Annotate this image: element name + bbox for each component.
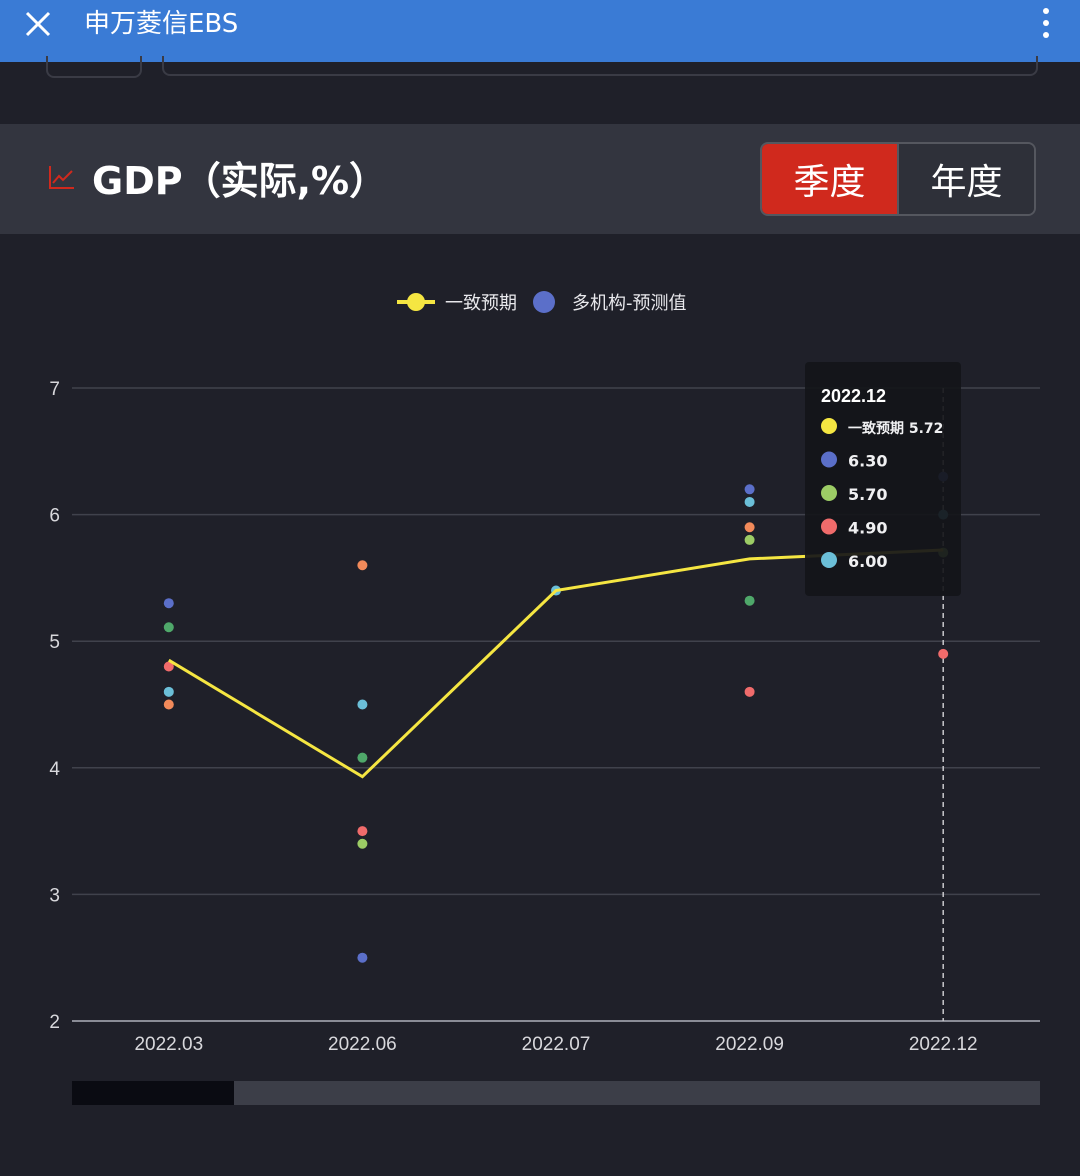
scatter-point bbox=[357, 826, 368, 837]
y-tick-label: 6 bbox=[49, 506, 60, 527]
scatter-point bbox=[744, 496, 755, 507]
y-tick-label: 5 bbox=[49, 632, 60, 653]
scatter-point bbox=[357, 952, 368, 963]
tooltip-title: 2022.12 bbox=[821, 386, 886, 406]
x-tick-label: 2022.07 bbox=[522, 1034, 591, 1055]
scatter-point bbox=[744, 686, 755, 697]
y-tick-label: 2 bbox=[49, 1012, 60, 1033]
app-title: 申万菱信EBS bbox=[84, 9, 239, 39]
y-tick-label: 3 bbox=[49, 885, 60, 906]
scatter-point bbox=[744, 534, 755, 545]
tooltip-marker bbox=[821, 552, 837, 568]
filter-input[interactable] bbox=[162, 56, 1038, 76]
scatter-point bbox=[357, 752, 368, 763]
tooltip-value: 6.30 bbox=[848, 452, 887, 471]
scatter-point bbox=[938, 648, 949, 659]
tooltip-marker bbox=[821, 518, 837, 535]
legend-label: 多机构-预测值 bbox=[572, 293, 687, 314]
scatter-point bbox=[163, 661, 174, 672]
x-tick-label: 2022.12 bbox=[909, 1034, 978, 1055]
x-tick-label: 2022.03 bbox=[134, 1034, 203, 1055]
legend-dot-marker bbox=[533, 291, 555, 313]
tooltip-value: 4.90 bbox=[848, 519, 887, 538]
scatter-point bbox=[357, 838, 368, 849]
tooltip-marker bbox=[821, 418, 837, 434]
scatter-point bbox=[163, 699, 174, 710]
indicator-title: GDP（实际,%） bbox=[92, 159, 388, 203]
legend-line-marker bbox=[407, 293, 425, 311]
gdp-forecast-chart[interactable]: 2 3 4 5 6 7 2022.03 2022.06 2022.07 2022.09 2022.1… bbox=[0, 234, 1080, 1074]
scatter-point bbox=[357, 560, 368, 571]
scatter-point bbox=[744, 484, 755, 495]
tab-quarterly[interactable]: 季度 bbox=[762, 144, 897, 214]
x-tick-label: 2022.09 bbox=[715, 1034, 784, 1055]
close-icon[interactable] bbox=[22, 8, 54, 40]
period-toggle: 季度 年度 bbox=[760, 142, 1036, 216]
scatter-point bbox=[744, 522, 755, 533]
y-tick-label: 4 bbox=[49, 759, 60, 780]
chart-scrollbar[interactable] bbox=[72, 1081, 1040, 1105]
line-chart-icon bbox=[49, 166, 74, 189]
tooltip-marker bbox=[821, 451, 837, 468]
scatter-point bbox=[163, 686, 174, 697]
tooltip-value: 6.00 bbox=[848, 552, 887, 571]
scatter-point bbox=[163, 598, 174, 609]
app-toolbar: 申万菱信EBS bbox=[0, 0, 1080, 62]
tooltip-value: 一致预期 5.72 bbox=[848, 420, 943, 437]
chart-scrollbar-thumb[interactable] bbox=[72, 1081, 234, 1105]
scatter-point bbox=[163, 622, 174, 633]
more-vertical-icon[interactable] bbox=[1040, 6, 1052, 42]
y-tick-label: 7 bbox=[49, 379, 60, 400]
tab-annual[interactable]: 年度 bbox=[897, 144, 1034, 214]
scatter-point bbox=[744, 595, 755, 606]
filter-row bbox=[0, 56, 1080, 124]
x-tick-label: 2022.06 bbox=[328, 1034, 397, 1055]
tooltip-marker bbox=[821, 485, 837, 501]
tooltip-box bbox=[805, 362, 961, 596]
scatter-point bbox=[357, 699, 368, 710]
filter-button[interactable] bbox=[46, 56, 142, 78]
tooltip-value: 5.70 bbox=[848, 485, 887, 504]
legend-label: 一致预期 bbox=[445, 293, 517, 314]
